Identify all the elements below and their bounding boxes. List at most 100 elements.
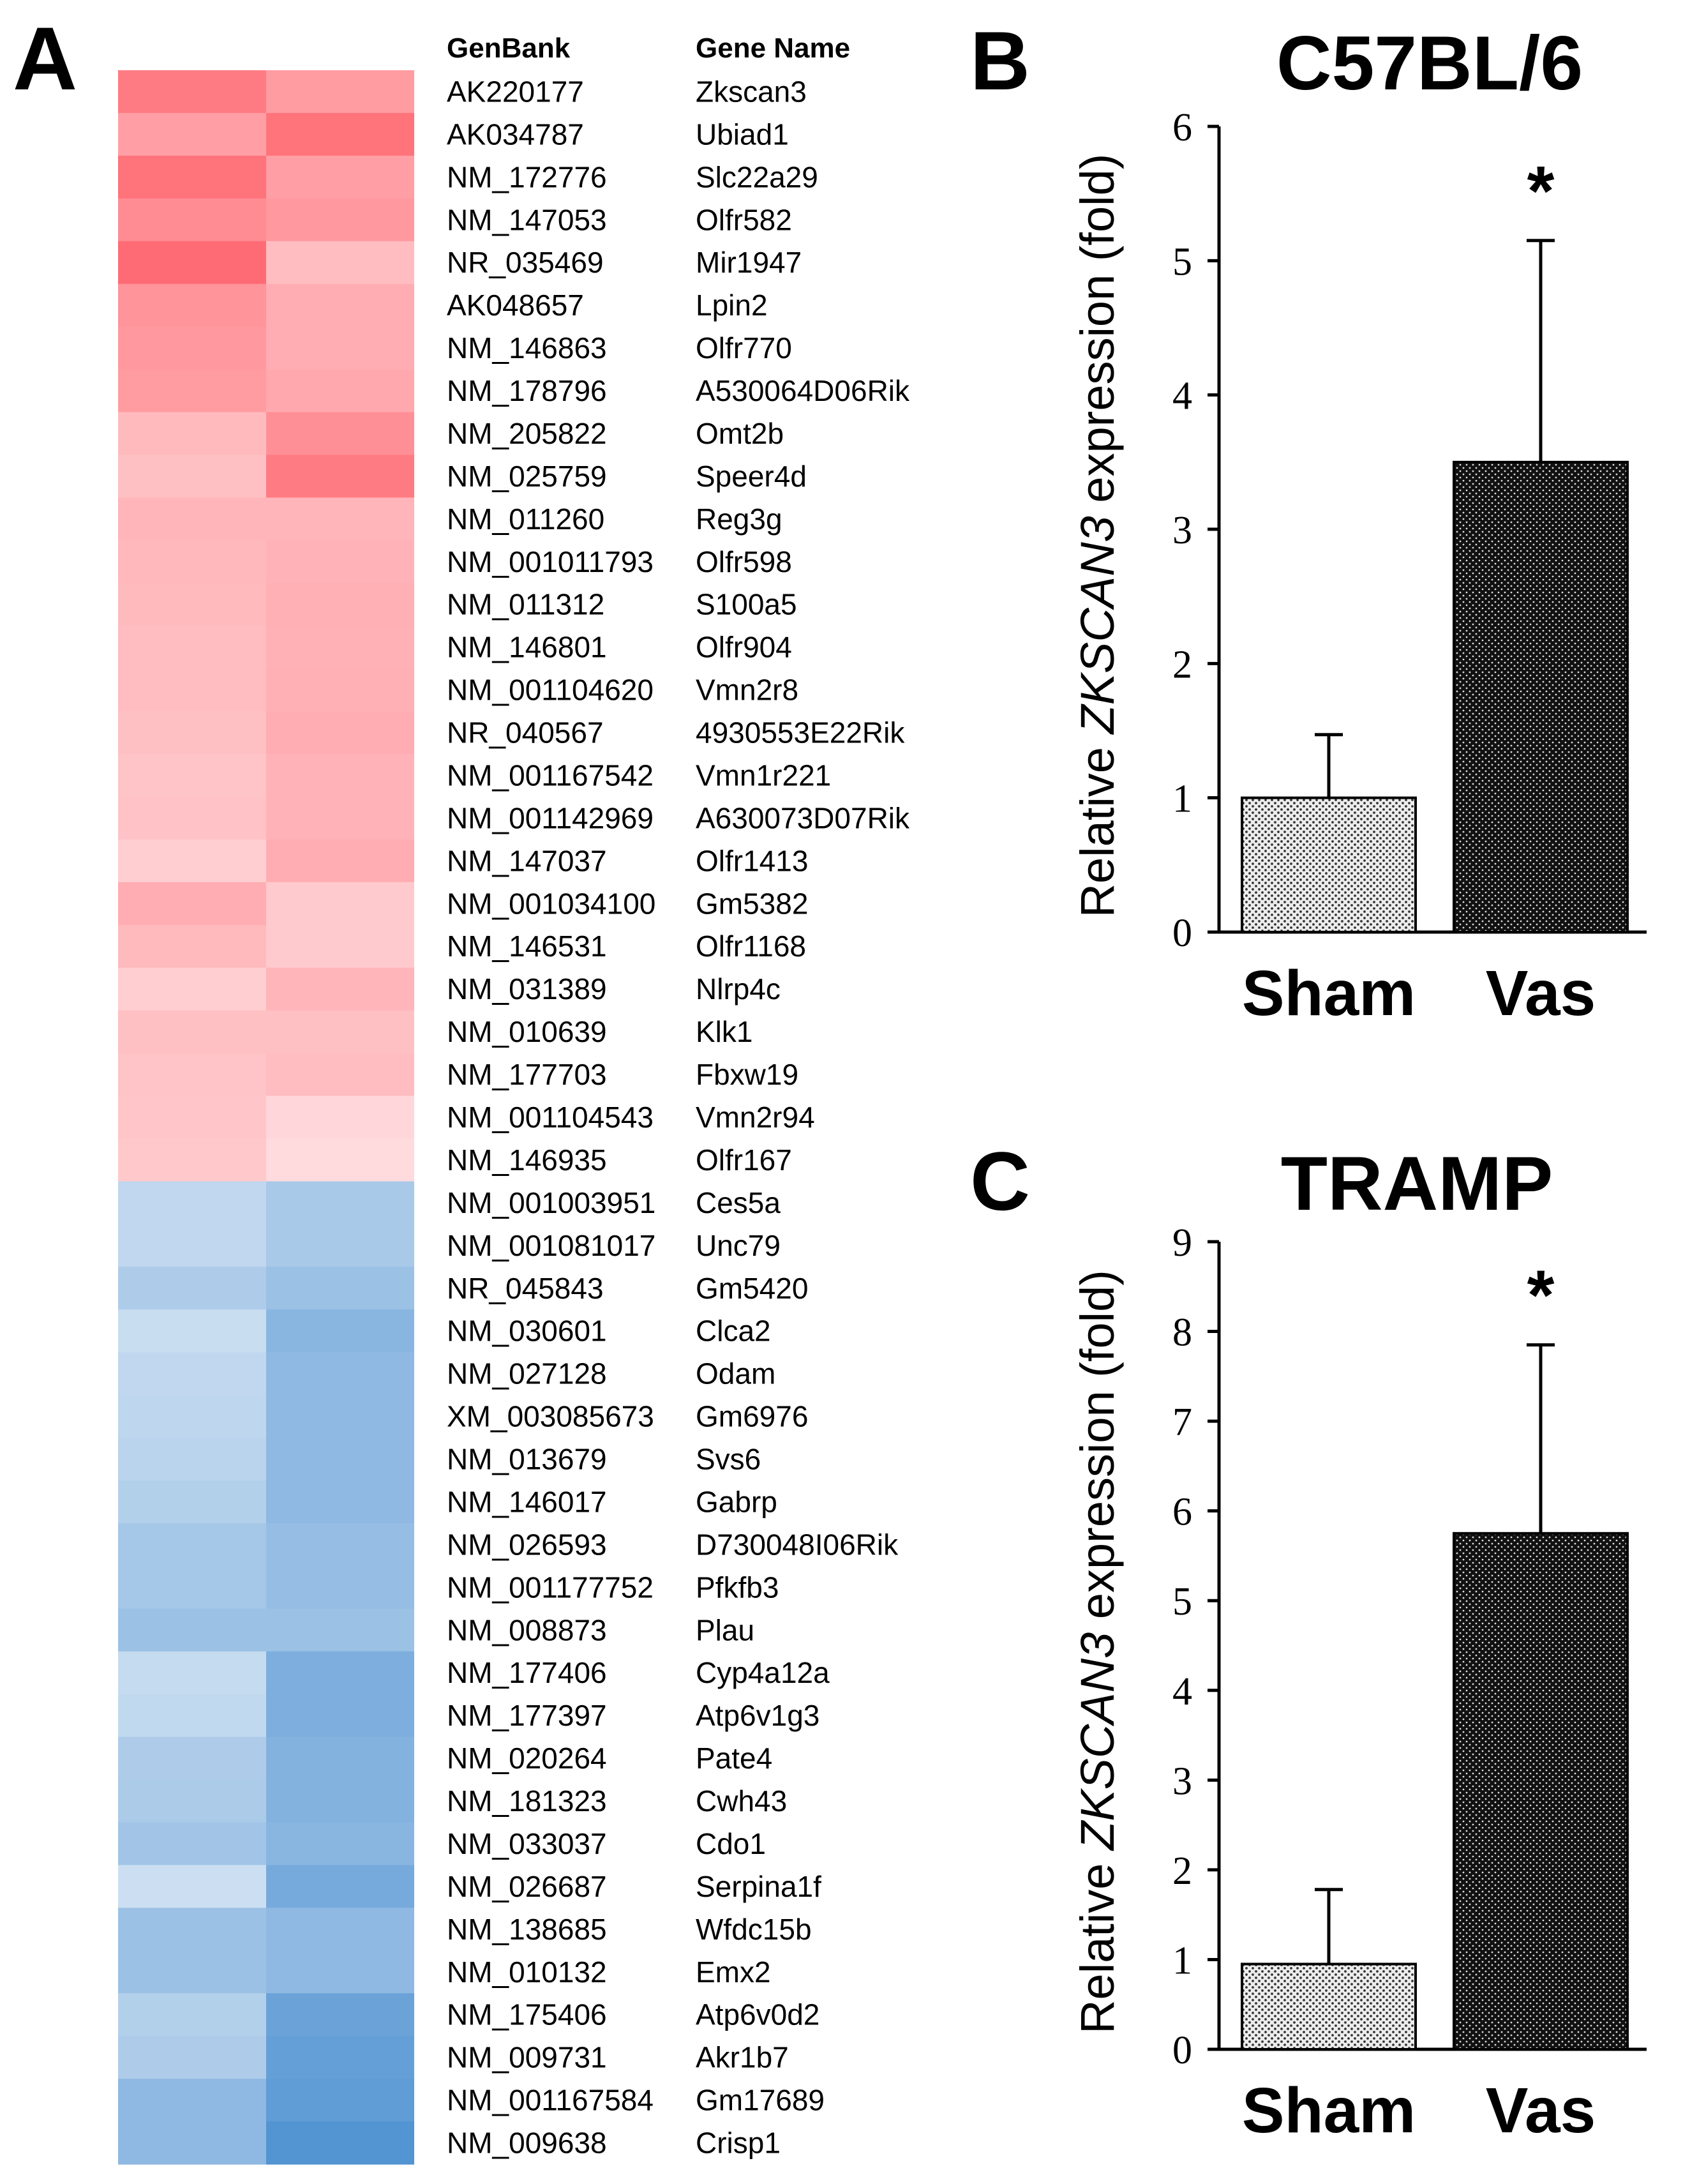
heatmap-cell — [266, 2079, 414, 2122]
gene-name: Lpin2 — [696, 289, 768, 322]
panel-c-label: C — [970, 1134, 1030, 1228]
genbank-id: NM_177406 — [447, 1656, 607, 1689]
genbank-id: NM_001081017 — [447, 1229, 655, 1262]
chart-b-y-tick-label: 6 — [1172, 106, 1192, 149]
chart-c-y-tick-label: 7 — [1172, 1401, 1192, 1444]
genbank-id: NM_010132 — [447, 1955, 607, 1989]
genbank-id: NM_009638 — [447, 2127, 607, 2160]
genbank-id: NM_010639 — [447, 1015, 607, 1048]
gene-name: S100a5 — [696, 588, 797, 621]
heatmap-cell — [118, 2121, 266, 2165]
chart-b-y-tick-label: 5 — [1172, 240, 1192, 283]
gene-name: Akr1b7 — [696, 2041, 789, 2074]
gene-name: Cyp4a12a — [696, 1656, 830, 1689]
genbank-id: AK220177 — [447, 75, 584, 108]
gene-name: Olfr770 — [696, 331, 792, 365]
genbank-id: NM_013679 — [447, 1443, 607, 1476]
heatmap-cell — [118, 882, 266, 926]
gene-name: Pate4 — [696, 1742, 772, 1775]
heatmap-cell — [266, 1865, 414, 1908]
heatmap-cell — [266, 283, 414, 328]
genbank-id: NM_001177752 — [447, 1570, 654, 1604]
chart-b-category-label: Vas — [1486, 958, 1596, 1029]
genbank-id: NM_175406 — [447, 1998, 607, 2031]
chart-c-title: TRAMP — [1281, 1141, 1553, 1226]
genbank-id: NM_146801 — [447, 631, 607, 664]
heatmap-cell — [118, 1181, 266, 1224]
heatmap-cell — [266, 1267, 414, 1310]
chart-c-y-tick-label: 5 — [1172, 1580, 1192, 1623]
genbank-id: NM_177397 — [447, 1699, 607, 1732]
heatmap-cell — [266, 455, 414, 498]
heatmap-cell — [266, 1779, 414, 1823]
chart-c-y-tick-label: 0 — [1172, 2029, 1192, 2072]
heatmap-cell — [266, 1651, 414, 1695]
gene-name: Vmn2r94 — [696, 1101, 815, 1134]
gene-name: Gm17689 — [696, 2084, 825, 2117]
heatmap-cell — [118, 241, 266, 285]
heatmap-cell — [118, 455, 266, 498]
heatmap-cell — [266, 155, 414, 199]
chart-b-y-tick-label: 0 — [1172, 912, 1192, 955]
genbank-id: NM_026687 — [447, 1870, 607, 1903]
genbank-id: AK034787 — [447, 117, 584, 151]
genbank-id: NM_030601 — [447, 1314, 607, 1348]
chart-b-y-tick-label: 2 — [1172, 643, 1192, 686]
gene-name: Gm5382 — [696, 887, 808, 920]
gene-name: Gm6976 — [696, 1400, 808, 1433]
genbank-id: NM_011312 — [447, 588, 604, 621]
heatmap-cell — [266, 2121, 414, 2165]
chart-b-y-axis-label: Relative ZKSCAN3 expression (fold) — [1071, 154, 1124, 918]
heatmap-cell — [266, 626, 414, 669]
heatmap-cell — [118, 1822, 266, 1866]
heatmap-cell — [118, 1480, 266, 1524]
heatmap-cell — [118, 1565, 266, 1609]
heatmap-cells — [118, 70, 414, 2165]
chart-c-y-tick-label: 3 — [1172, 1759, 1192, 1803]
heatmap-cell — [118, 583, 266, 626]
gene-name: Ces5a — [696, 1186, 781, 1219]
gene-name: Atp6v0d2 — [696, 1998, 819, 2031]
panel-b: B C57BL/6 0 1 2 3 4 5 6 Relative ZKSCAN3 expres… — [970, 14, 1647, 1029]
heatmap-cell — [118, 1138, 266, 1182]
heatmap-cell — [118, 796, 266, 840]
heatmap-cell — [266, 1950, 414, 1994]
heatmap-cell — [266, 1694, 414, 1738]
heatmap-cell — [266, 1736, 414, 1781]
heatmap-cell — [118, 412, 266, 456]
heatmap-cell — [266, 1480, 414, 1524]
heatmap-cell — [118, 1438, 266, 1481]
heatmap-cell — [118, 1993, 266, 2037]
chart-b-y-tick-label: 1 — [1172, 778, 1192, 821]
gene-name: Svs6 — [696, 1443, 761, 1476]
heatmap-cell — [118, 711, 266, 755]
panel-b-label: B — [970, 14, 1030, 107]
gene-name: Zkscan3 — [696, 75, 807, 108]
gene-name: Odam — [696, 1357, 775, 1390]
gene-name: Reg3g — [696, 502, 782, 536]
heatmap-cell — [118, 1010, 266, 1054]
heatmap-cell — [266, 967, 414, 1011]
heatmap-cell — [266, 882, 414, 926]
genbank-id: NM_146531 — [447, 930, 607, 963]
gene-name: Vmn2r8 — [696, 674, 798, 707]
chart-b-significance-marker: * — [1527, 152, 1555, 230]
gene-name: Mir1947 — [696, 246, 802, 279]
gene-name: Omt2b — [696, 417, 784, 450]
heatmap-cell — [118, 1267, 266, 1310]
heatmap-cell — [118, 155, 266, 199]
gene-name: Nlrp4c — [696, 972, 781, 1005]
heatmap-cell — [266, 924, 414, 968]
heatmap-cell — [118, 1651, 266, 1695]
heatmap-cell — [118, 1523, 266, 1567]
heatmap-cell — [266, 1908, 414, 1951]
heatmap-cell — [118, 1224, 266, 1267]
heatmap-cell — [118, 326, 266, 370]
genbank-id: NM_001104620 — [447, 674, 654, 707]
heatmap-cell — [118, 626, 266, 669]
heatmap-cell — [266, 754, 414, 797]
heatmap-cell — [266, 1523, 414, 1567]
chart-c-y-tick-label: 1 — [1172, 1939, 1192, 1982]
heatmap-cell — [118, 70, 266, 114]
gene-name: Olfr582 — [696, 203, 792, 236]
